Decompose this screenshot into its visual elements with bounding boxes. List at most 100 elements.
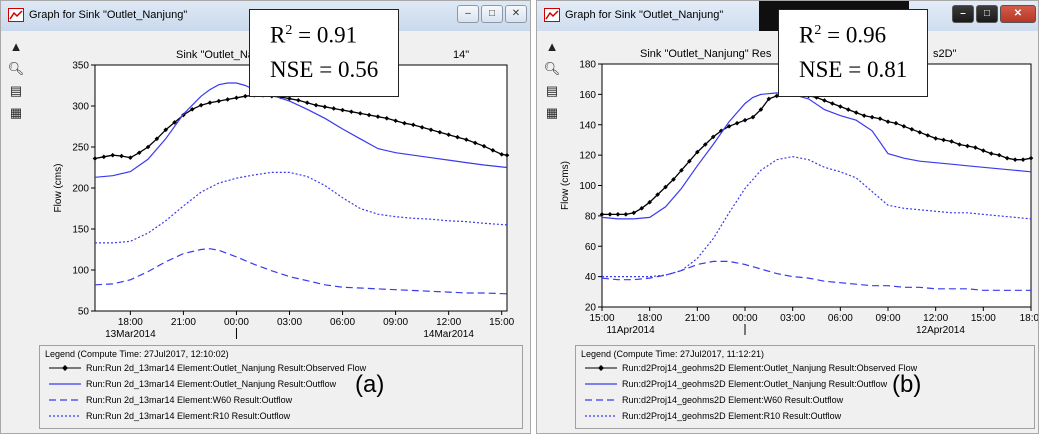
stats-box-b: R2 = 0.96 NSE = 0.81 [778, 9, 928, 97]
observed-marker [623, 212, 629, 217]
y-tick-label: 80 [585, 211, 597, 222]
y-tick-label: 100 [579, 181, 596, 192]
observed-marker [119, 153, 124, 159]
legend-swatch-observed [585, 365, 617, 371]
legend-entry-observed: Run:d2Proj14_geohms2D Element:Outlet_Nan… [584, 361, 917, 375]
nse-value: NSE = 0.56 [270, 56, 379, 82]
legend-entry-r10: Run:d2Proj14_geohms2D Element:R10 Result… [584, 409, 841, 423]
observed-marker [845, 107, 851, 112]
y-tick-label: 20 [585, 303, 597, 314]
x-date-label: 12Apr2014 [916, 325, 965, 336]
observed-marker [679, 168, 684, 173]
zoom-icon[interactable]: 🔍︎ [543, 61, 561, 76]
legend-label: Run:Run 2d_13mar14 Element:W60 Result:Ou… [86, 395, 293, 405]
legend-swatch-observed [49, 365, 81, 371]
observed-marker [472, 140, 478, 146]
observed-marker [766, 96, 772, 102]
observed-marker [647, 199, 652, 205]
x-tick-label: 09:00 [875, 313, 900, 324]
observed-marker [366, 112, 372, 118]
observed-marker [973, 145, 978, 150]
series-line-dot [95, 171, 508, 244]
minimize-button[interactable]: – [952, 5, 974, 23]
x-tick-label: 06:00 [330, 317, 355, 328]
legend-swatch-w60 [49, 399, 81, 401]
panel-label-a: (a) [355, 371, 385, 398]
y-tick-label: 150 [72, 225, 89, 236]
print-icon[interactable]: ▦ [9, 105, 23, 120]
window-controls: – □ ✕ [950, 5, 1036, 25]
legend-swatch-w60 [585, 399, 617, 401]
zoom-icon[interactable]: 🔍︎ [7, 61, 25, 76]
legend-b: Legend (Compute Time: 27Jul2017, 11:12:2… [575, 345, 1035, 429]
observed-marker [464, 137, 469, 142]
observed-marker [877, 116, 883, 121]
x-tick-label: 18:00 [118, 317, 143, 328]
x-tick-label: 15:00 [489, 317, 514, 328]
y-tick-label: 300 [72, 102, 89, 113]
graph-window-a: Graph for Sink "Outlet_Nanjung" – □ ✕ ▲ … [0, 0, 531, 434]
observed-marker [615, 212, 621, 217]
x-tick-label: 21:00 [171, 317, 196, 328]
maximize-button[interactable]: □ [976, 5, 998, 23]
minimize-button[interactable]: – [457, 5, 479, 23]
observed-marker [988, 151, 994, 156]
maximize-button[interactable]: □ [481, 5, 503, 23]
legend-swatch-r10 [49, 415, 81, 417]
legend-label: Run:d2Proj14_geohms2D Element:W60 Result… [622, 395, 844, 405]
observed-marker [949, 139, 954, 144]
legend-title: Legend (Compute Time: 27Jul2017, 11:12:2… [581, 349, 764, 359]
x-tick-label: 18:00 [637, 313, 662, 324]
series-line-solid [601, 92, 1032, 220]
r2-value: R2 = 0.91 [270, 22, 358, 48]
observed-marker [933, 136, 938, 141]
close-button[interactable]: ✕ [505, 5, 527, 23]
legend-swatch-outflow [585, 383, 617, 385]
chart-app-icon [8, 8, 24, 27]
y-tick-label: 100 [72, 266, 89, 277]
observed-marker [145, 144, 151, 150]
flow-chart-b: Sink "Outlet_Nanjung" Res s2D" 20 40 60 80 100… [560, 48, 1038, 336]
flow-chart-a: Sink "Outlet_Nanjung" R 14"50100150200250… [53, 49, 515, 340]
chart-title: Sink "Outlet_Nanjung" Res [640, 48, 772, 60]
observed-marker [1028, 155, 1034, 161]
observed-marker [996, 152, 1002, 158]
observed-marker [838, 104, 843, 109]
panel-label-b: (b) [892, 371, 922, 398]
legend-label: Run:d2Proj14_geohms2D Element:Outlet_Nan… [622, 379, 888, 389]
pointer-icon[interactable]: ▲ [545, 39, 559, 54]
observed-marker [655, 192, 660, 197]
properties-icon[interactable]: ▤ [545, 83, 559, 98]
legend-label: Run:Run 2d_13mar14 Element:Outlet_Nanjun… [86, 379, 337, 389]
legend-entry-w60: Run:d2Proj14_geohms2D Element:W60 Result… [584, 393, 843, 407]
observed-marker [822, 98, 827, 103]
observed-marker [504, 152, 510, 158]
observed-marker [981, 148, 986, 153]
tool-palette: ▲ 🔍︎ ▤ ▦ [541, 37, 563, 125]
series-group [92, 82, 510, 295]
observed-marker [901, 123, 907, 129]
observed-marker [455, 134, 460, 140]
observed-marker [128, 155, 133, 160]
observed-marker [861, 113, 867, 118]
y-axis-label: Flow (cms) [560, 161, 571, 210]
legend-title: Legend (Compute Time: 27Jul2017, 12:10:0… [45, 349, 229, 359]
x-tick-label: 21:00 [685, 313, 710, 324]
nse-value: NSE = 0.81 [799, 56, 908, 82]
print-icon[interactable]: ▦ [545, 105, 559, 120]
legend-swatch-r10 [585, 415, 617, 417]
y-tick-label: 200 [72, 184, 89, 195]
properties-icon[interactable]: ▤ [9, 83, 23, 98]
observed-marker [313, 102, 319, 108]
legend-entry-outflow: Run:Run 2d_13mar14 Element:Outlet_Nanjun… [48, 377, 336, 391]
y-tick-label: 40 [585, 272, 597, 283]
y-tick-label: 250 [72, 143, 89, 154]
observed-marker [1012, 157, 1018, 162]
close-button[interactable]: ✕ [1000, 5, 1036, 23]
observed-marker [481, 143, 487, 149]
x-tick-label: 03:00 [780, 313, 805, 324]
pointer-icon[interactable]: ▲ [9, 39, 23, 54]
observed-marker [384, 116, 390, 121]
observed-marker [375, 114, 381, 119]
series-line-dot [602, 155, 1032, 278]
